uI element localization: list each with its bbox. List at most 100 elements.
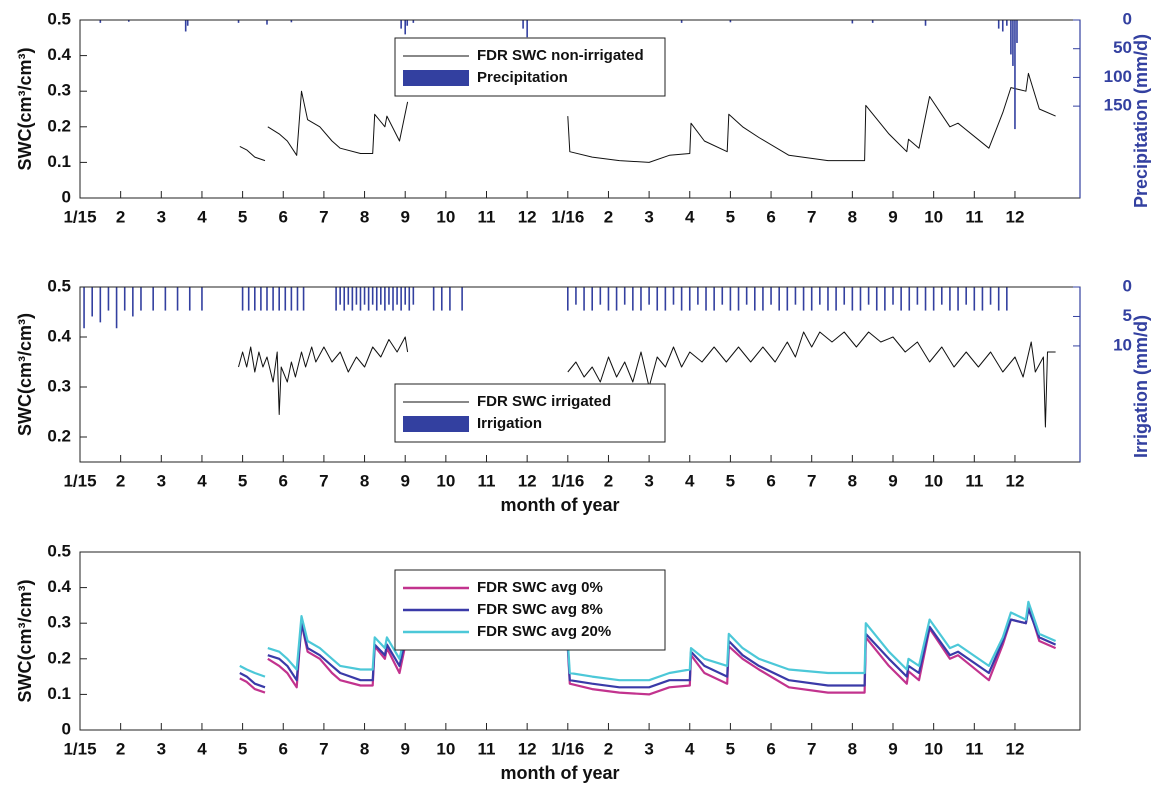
bar <box>1012 20 1014 66</box>
bar <box>819 287 821 305</box>
y-tick-label: 0.4 <box>47 577 71 596</box>
x-tick-label: 7 <box>807 207 816 226</box>
legend-label: FDR SWC avg 20% <box>477 623 611 640</box>
bar <box>680 20 683 23</box>
bar <box>697 287 699 305</box>
bar <box>406 20 409 26</box>
bar <box>973 287 976 311</box>
legend-box <box>394 383 666 443</box>
x-tick-label: 1/15 <box>63 471 96 490</box>
y2-tick-label: 0 <box>1123 9 1132 28</box>
x-tick-label: 12 <box>1005 207 1024 226</box>
bar <box>1006 20 1008 26</box>
line <box>239 600 1057 682</box>
x-tick-label: 7 <box>319 471 328 490</box>
x-axis-label: month of year <box>500 495 619 515</box>
bar <box>794 287 797 305</box>
y-tick-label: 0.3 <box>47 81 71 100</box>
x-tick-label: 11 <box>478 471 496 490</box>
x-tick-label: 8 <box>848 471 857 490</box>
bar <box>1014 20 1016 130</box>
bar <box>575 287 577 305</box>
bar <box>688 287 691 311</box>
x-tick-label: 4 <box>197 207 207 226</box>
x-tick-label: 10 <box>436 739 455 758</box>
plot-frame <box>79 551 1081 731</box>
legend-label: FDR SWC avg 8% <box>477 601 603 618</box>
bar <box>729 287 732 311</box>
bar <box>355 287 358 305</box>
x-tick-label: 5 <box>238 207 247 226</box>
y2-tick-label: 150 <box>1104 96 1132 115</box>
x-tick-label: 8 <box>360 471 369 490</box>
y2-tick-label: 100 <box>1104 67 1132 86</box>
x-tick-label: 9 <box>400 471 409 490</box>
bar <box>380 287 382 305</box>
x-tick-label: 1/15 <box>63 207 96 226</box>
bar <box>123 287 126 311</box>
x-tick-label: 11 <box>965 207 983 226</box>
bar <box>867 287 870 305</box>
x-tick-label: 12 <box>1005 739 1024 758</box>
bar <box>237 20 240 23</box>
y2-axis-label: Precipitation (mm/d) <box>1131 34 1151 208</box>
bar <box>115 287 118 329</box>
y-tick-label: 0.1 <box>47 152 71 171</box>
x-tick-label: 11 <box>478 207 496 226</box>
x-tick-label: 2 <box>116 207 125 226</box>
bar <box>184 20 187 32</box>
bar <box>583 287 585 311</box>
bar <box>648 287 650 305</box>
bar <box>1010 20 1012 55</box>
bar <box>412 287 415 305</box>
bar <box>762 287 764 311</box>
x-tick-label: 11 <box>478 739 496 758</box>
bar <box>412 20 415 23</box>
x-tick-label: 3 <box>157 739 166 758</box>
x-tick-label: 2 <box>116 471 125 490</box>
x-tick-label: 7 <box>319 739 328 758</box>
bar <box>599 287 602 305</box>
bar <box>827 287 829 311</box>
bar <box>152 287 154 311</box>
bar <box>296 287 299 311</box>
bar <box>924 287 927 311</box>
bar <box>272 287 274 311</box>
x-tick-label: 6 <box>279 739 288 758</box>
bar <box>290 287 293 311</box>
y-tick-label: 0.5 <box>47 276 71 295</box>
x-tick-label: 9 <box>888 207 897 226</box>
bar <box>729 20 732 23</box>
y2-tick-label: 10 <box>1113 335 1132 354</box>
bar <box>884 287 886 311</box>
bar <box>404 20 407 35</box>
x-tick-label: 5 <box>726 207 735 226</box>
bar <box>916 287 919 305</box>
y2-axis-label: Irrigation (mm/d) <box>1131 315 1151 458</box>
bar <box>99 287 102 323</box>
bar <box>745 287 748 305</box>
bar <box>875 287 878 311</box>
x-tick-label: 8 <box>848 207 857 226</box>
x-tick-label: 6 <box>279 471 288 490</box>
y-tick-label: 0.4 <box>47 45 71 64</box>
bar <box>640 287 642 311</box>
bar <box>737 287 740 311</box>
y-tick-label: 0.5 <box>47 9 71 28</box>
x-tick-label: 11 <box>965 471 983 490</box>
x-tick-label: 12 <box>1005 471 1024 490</box>
legend-swatch <box>403 416 469 432</box>
x-tick-label: 11 <box>965 739 983 758</box>
bar <box>278 287 280 311</box>
bar <box>981 287 984 311</box>
x-tick-label: 3 <box>644 207 653 226</box>
x-tick-label: 12 <box>518 207 537 226</box>
bar <box>335 287 337 311</box>
x-tick-label: 6 <box>766 207 775 226</box>
x-tick-label: 4 <box>197 471 207 490</box>
bar <box>107 287 110 311</box>
x-tick-label: 10 <box>924 207 943 226</box>
bar <box>176 287 179 311</box>
x-tick-label: 4 <box>685 739 695 758</box>
bar <box>997 287 1000 311</box>
